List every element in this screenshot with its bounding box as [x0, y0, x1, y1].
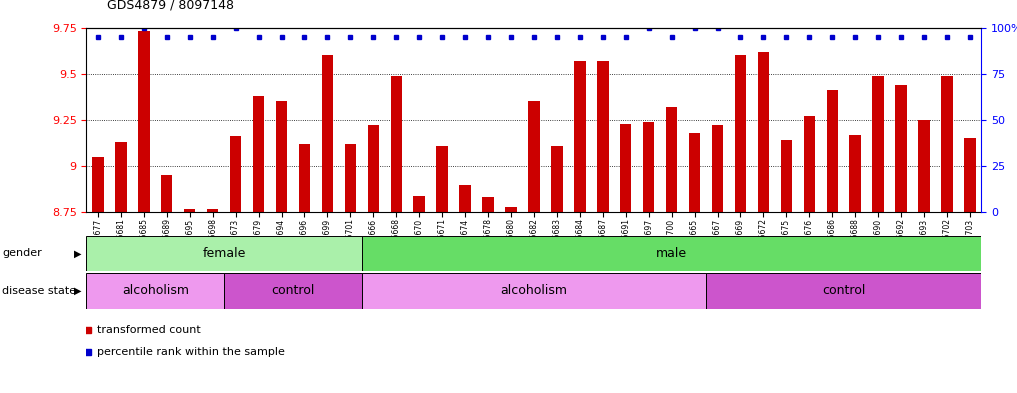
- Bar: [482, 197, 494, 212]
- Bar: [276, 101, 287, 212]
- Bar: [849, 135, 861, 212]
- Text: transformed count: transformed count: [97, 325, 200, 335]
- Bar: [115, 142, 126, 212]
- Text: alcoholism: alcoholism: [500, 284, 567, 298]
- Bar: [689, 133, 701, 212]
- Bar: [758, 51, 769, 212]
- Bar: [942, 75, 953, 212]
- Text: percentile rank within the sample: percentile rank within the sample: [97, 347, 285, 357]
- Bar: [86, 273, 224, 309]
- Bar: [574, 61, 586, 212]
- Bar: [224, 273, 362, 309]
- Text: GDS4879 / 8097148: GDS4879 / 8097148: [107, 0, 234, 12]
- Bar: [712, 125, 723, 212]
- Bar: [895, 85, 907, 212]
- Text: control: control: [272, 284, 314, 298]
- Text: control: control: [822, 284, 865, 298]
- Bar: [367, 125, 379, 212]
- Bar: [918, 120, 930, 212]
- Bar: [803, 116, 815, 212]
- Bar: [964, 138, 975, 212]
- Bar: [436, 146, 447, 212]
- Bar: [666, 107, 677, 212]
- Bar: [362, 273, 706, 309]
- Bar: [706, 273, 981, 309]
- Bar: [827, 90, 838, 212]
- Bar: [460, 184, 471, 212]
- Text: female: female: [202, 247, 246, 260]
- Bar: [362, 236, 981, 271]
- Text: disease state: disease state: [2, 286, 76, 296]
- Bar: [734, 55, 746, 212]
- Bar: [345, 144, 356, 212]
- Bar: [620, 123, 632, 212]
- Text: ▶: ▶: [74, 286, 81, 296]
- Bar: [230, 136, 241, 212]
- Bar: [93, 157, 104, 212]
- Bar: [184, 209, 195, 212]
- Bar: [597, 61, 608, 212]
- Bar: [781, 140, 792, 212]
- Bar: [551, 146, 562, 212]
- Bar: [873, 75, 884, 212]
- Bar: [161, 175, 173, 212]
- Text: male: male: [656, 247, 687, 260]
- Bar: [391, 75, 402, 212]
- Bar: [206, 209, 219, 212]
- Bar: [414, 196, 425, 212]
- Bar: [528, 101, 540, 212]
- Bar: [505, 207, 517, 212]
- Bar: [299, 144, 310, 212]
- Bar: [86, 236, 362, 271]
- Bar: [321, 55, 334, 212]
- Text: alcoholism: alcoholism: [122, 284, 189, 298]
- Bar: [643, 122, 654, 212]
- Text: ▶: ▶: [74, 248, 81, 259]
- Bar: [138, 31, 149, 212]
- Bar: [253, 96, 264, 212]
- Text: gender: gender: [2, 248, 42, 259]
